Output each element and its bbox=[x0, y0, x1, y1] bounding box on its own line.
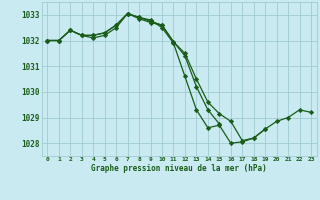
X-axis label: Graphe pression niveau de la mer (hPa): Graphe pression niveau de la mer (hPa) bbox=[91, 164, 267, 173]
